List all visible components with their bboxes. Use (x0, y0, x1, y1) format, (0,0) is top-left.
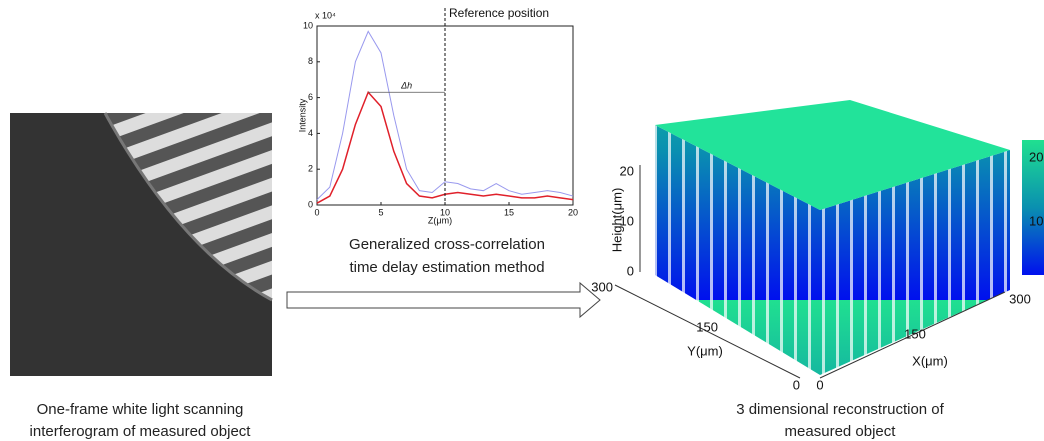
y-tick-label: 4 (308, 128, 313, 138)
y-tick-label: 2 (308, 164, 313, 174)
y-tick-label: 0 (308, 199, 313, 209)
x-tick-label: 0 (314, 207, 319, 217)
interferogram (10, 112, 273, 376)
reference-label: Reference position (449, 6, 549, 20)
caption: Generalized cross-correlation (349, 236, 545, 253)
x-label: X(μm) (912, 353, 948, 368)
y-tick-label: 10 (303, 20, 313, 30)
y-tick-label: 300 (591, 279, 613, 294)
z-tick-label: 10 (620, 213, 634, 228)
line (316, 30, 574, 200)
x-tick-label: 10 (440, 207, 450, 217)
caption: 3 dimensional reconstruction of (736, 401, 944, 418)
caption: measured object (785, 423, 897, 440)
y-label: Y(μm) (687, 343, 723, 358)
x-tick-label: 150 (904, 326, 926, 341)
y-tick-label: 8 (308, 56, 313, 66)
y-tick-label: 6 (308, 92, 313, 102)
x-tick-label: 15 (504, 207, 514, 217)
arrow (286, 281, 601, 319)
y-exponent: x 10⁴ (315, 10, 336, 20)
x-tick-label: 300 (1009, 291, 1031, 306)
colorbar-tick-label: 10 (1029, 213, 1043, 228)
x-tick-label: 5 (378, 207, 383, 217)
x-tick-label: 0 (816, 377, 823, 392)
colorbar-tick-label: 20 (1029, 149, 1043, 164)
y-tick-label: 0 (793, 377, 800, 392)
surface (614, 100, 1044, 379)
x-tick-label: 20 (568, 207, 578, 217)
z-tick-label: 20 (620, 163, 634, 178)
delta-label: Δh (400, 81, 412, 91)
y-label: Intensity (297, 98, 307, 132)
x-label: Z(μm) (428, 215, 452, 225)
z-label: Height(μm) (609, 188, 624, 253)
y-tick-label: 150 (696, 319, 718, 334)
z-tick-label: 0 (627, 263, 634, 278)
caption: interferogram of measured object (30, 423, 252, 440)
caption: time delay estimation method (349, 259, 544, 276)
caption: One-frame white light scanning (37, 401, 244, 418)
